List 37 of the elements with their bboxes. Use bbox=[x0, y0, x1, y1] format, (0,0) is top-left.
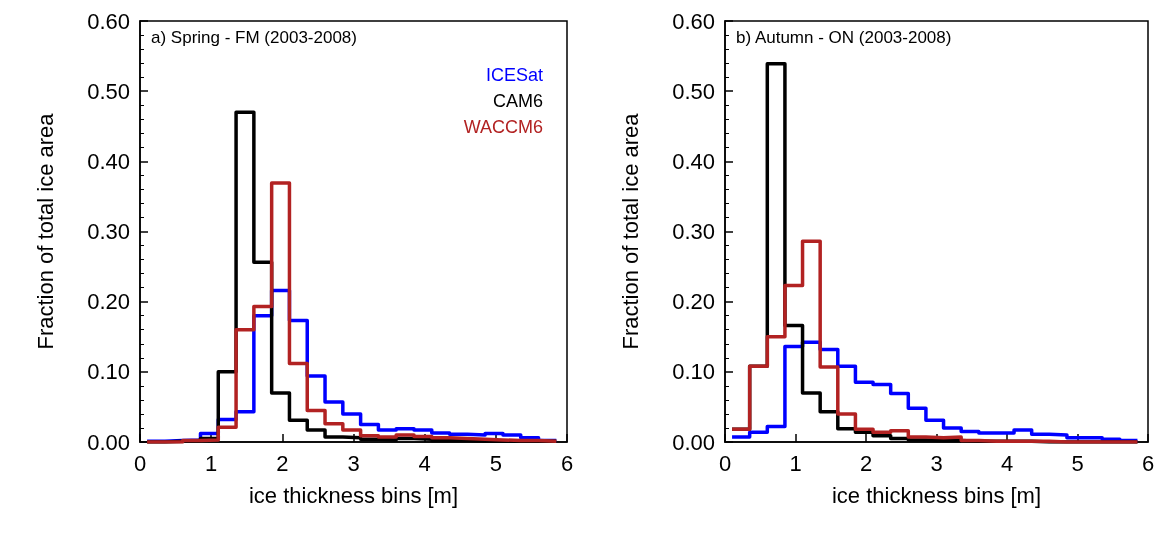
y-tick-label: 0.20 bbox=[672, 289, 715, 315]
y-tick-label: 0.00 bbox=[87, 429, 130, 455]
y-tick-label: 0.30 bbox=[87, 219, 130, 244]
y-tick-label: 0.10 bbox=[87, 359, 130, 385]
text: WACCM6 bbox=[463, 117, 543, 137]
y-axis-title: Fraction of total ice area bbox=[617, 112, 643, 350]
x-tick-label: 5 bbox=[489, 450, 502, 476]
y-tick-label: 0.00 bbox=[672, 429, 715, 455]
chart-title: b) Autumn - ON (2003-2008) bbox=[736, 28, 952, 47]
x-tick-label: 0 bbox=[133, 450, 147, 476]
y-tick-label: 0.60 bbox=[672, 8, 715, 34]
x-tick-label: 4 bbox=[418, 450, 431, 476]
y-axis-title: Fraction of total ice area bbox=[32, 112, 58, 350]
x-tick-label: 2 bbox=[859, 450, 873, 476]
x-tick-label: 1 bbox=[205, 450, 218, 476]
y-tick-label: 0.50 bbox=[87, 78, 130, 104]
x-tick-label: 3 bbox=[347, 450, 360, 476]
y-tick-label: 0.40 bbox=[672, 148, 715, 174]
x-axis-title: ice thickness bins [m] bbox=[248, 482, 459, 508]
y-tick-label: 0.10 bbox=[672, 359, 715, 385]
x-tick-label: 3 bbox=[930, 450, 943, 476]
x-tick-label: 1 bbox=[789, 450, 802, 476]
x-axis-title: ice thickness bins [m] bbox=[831, 482, 1042, 508]
x-tick-label: 6 bbox=[560, 450, 574, 476]
x-tick-label: 6 bbox=[1141, 450, 1155, 476]
x-tick-label: 4 bbox=[1000, 450, 1014, 476]
y-tick-label: 0.30 bbox=[672, 219, 715, 244]
x-tick-label: 2 bbox=[276, 450, 289, 476]
y-tick-label: 0.20 bbox=[87, 289, 130, 315]
y-tick-label: 0.40 bbox=[87, 148, 130, 174]
y-tick-label: 0.50 bbox=[672, 78, 715, 104]
text: CAM6 bbox=[492, 91, 543, 111]
y-tick-label: 0.60 bbox=[87, 8, 130, 34]
x-tick-label: 0 bbox=[718, 450, 732, 476]
x-tick-label: 5 bbox=[1071, 450, 1084, 476]
text: ICESat bbox=[485, 65, 543, 85]
chart-title: a) Spring - FM (2003-2008) bbox=[151, 28, 357, 47]
